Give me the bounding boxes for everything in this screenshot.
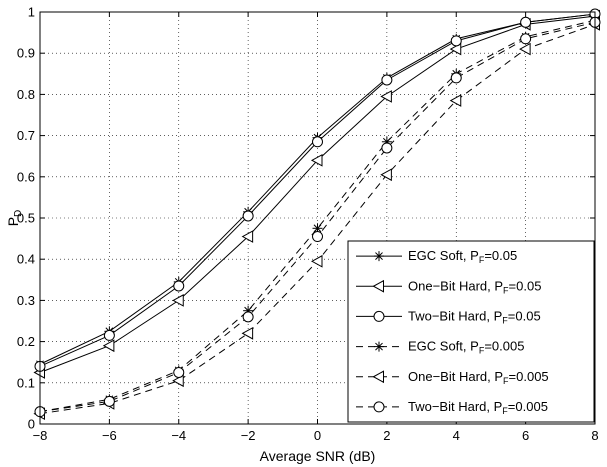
legend-label: One−Bit Hard, PF=0.005: [408, 369, 549, 386]
x-tick-label: −6: [102, 428, 117, 443]
legend-marker: [372, 279, 384, 293]
legend-label: One−Bit Hard, PF=0.05: [408, 278, 541, 295]
x-tick-label: −2: [241, 428, 256, 443]
legend-marker: [373, 310, 385, 322]
legend-label-sub: F: [479, 346, 485, 356]
data-point: [381, 74, 393, 86]
y-tick-label: 0.4: [17, 252, 35, 267]
legend-label-sub: F: [503, 285, 509, 295]
y-tick-label: 0.3: [17, 293, 35, 308]
legend-label-value: =0.05: [484, 248, 517, 263]
x-tick-label: 4: [453, 428, 460, 443]
data-point: [173, 367, 185, 378]
y-tick-label: 0.9: [17, 46, 35, 61]
legend-box: [347, 240, 595, 423]
series-line: [39, 19, 596, 413]
data-point: [242, 210, 254, 222]
x-tick-label: 6: [522, 428, 529, 443]
legend-label-sub: F: [502, 406, 508, 416]
legend-item: Two−Bit Hard, PF=0.05: [356, 308, 541, 325]
data-point: [519, 42, 531, 56]
legend-marker: [372, 370, 384, 384]
data-point: [381, 142, 393, 154]
legend-label: EGC Soft, PF=0.005: [408, 339, 524, 356]
data-point: [173, 280, 185, 292]
y-tick-label: 0.2: [17, 334, 35, 349]
data-point: [450, 35, 462, 47]
legend-label-value: =0.05: [509, 278, 542, 293]
data-point: [103, 395, 115, 407]
data-point: [103, 329, 115, 341]
y-axis-label-main: P: [5, 217, 21, 226]
data-point: [520, 16, 532, 28]
legend-label: EGC Soft, PF=0.05: [408, 248, 517, 265]
y-tick-label: 0.6: [17, 169, 35, 184]
x-tick-label: −8: [33, 428, 48, 443]
x-tick-label: −4: [171, 428, 186, 443]
legend-label-value: =0.005: [484, 339, 524, 354]
y-tick-label: 0.8: [17, 87, 35, 102]
legend-label-sub: F: [479, 255, 485, 265]
legend-label-name: EGC Soft, P: [408, 248, 479, 263]
data-point: [380, 90, 392, 103]
legend-item: EGC Soft, PF=0.05: [356, 248, 517, 265]
x-tick-label: 8: [591, 428, 598, 443]
x-axis-label: Average SNR (dB): [260, 448, 376, 464]
x-tick-label: 2: [383, 428, 390, 443]
legend-label-sub: F: [502, 315, 508, 325]
y-tick-label: 1: [28, 5, 35, 20]
legend-label: Two−Bit Hard, PF=0.05: [408, 308, 541, 325]
data-point: [172, 294, 184, 307]
data-point: [520, 33, 532, 45]
data-point: [449, 94, 462, 107]
legend-item: One−Bit Hard, PF=0.005: [356, 369, 549, 386]
data-point: [380, 168, 392, 182]
data-point: [102, 339, 115, 353]
ticks: −8 −6 −4 −2 0 2 4 6 8 0 0.1 0.2 0.3 0.4 0.5 0.6 0.7 0.8 0.…: [17, 5, 599, 444]
data-point: [449, 42, 462, 56]
legend-item: EGC Soft, PF=0.005: [356, 339, 524, 356]
legend-marker: [374, 251, 384, 262]
legend-label-value: =0.005: [508, 399, 548, 414]
legend-marker: [373, 401, 385, 413]
legend-label-name: One−Bit Hard, P: [408, 278, 503, 293]
data-point: [312, 231, 323, 243]
y-tick-label: 0.5: [17, 211, 35, 226]
data-point: [242, 311, 254, 323]
legend-label: Two−Bit Hard, PF=0.005: [408, 399, 548, 416]
data-point: [241, 230, 254, 243]
data-point: [241, 327, 254, 340]
y-axis-label-sub: D: [13, 210, 24, 217]
legend-label-value: =0.005: [509, 369, 549, 384]
legend-marker: [374, 341, 384, 352]
data-point: [312, 136, 323, 148]
legend-label-value: =0.05: [508, 308, 541, 323]
x-tick-label: 0: [314, 428, 321, 443]
y-axis-label: PD: [5, 210, 24, 227]
y-tick-label: 0.7: [17, 128, 35, 143]
legend-item: Two−Bit Hard, PF=0.005: [356, 399, 548, 416]
legend-label-name: EGC Soft, P: [408, 339, 479, 354]
legend-label-name: Two−Bit Hard, P: [408, 308, 502, 323]
data-point: [172, 374, 184, 388]
legend-label-name: One−Bit Hard, P: [408, 369, 503, 384]
y-tick-label: 0: [28, 417, 35, 432]
y-tick-label: 0.1: [17, 375, 35, 390]
legend-label-name: Two−Bit Hard, P: [408, 399, 502, 414]
data-point: [310, 153, 323, 167]
legend-label-sub: F: [503, 376, 509, 386]
legend-item: One−Bit Hard, PF=0.05: [356, 278, 541, 295]
data-point: [310, 254, 323, 268]
data-point: [450, 72, 462, 84]
series-3: [34, 8, 601, 372]
series-layer: [33, 8, 601, 421]
series-6: [34, 16, 601, 418]
